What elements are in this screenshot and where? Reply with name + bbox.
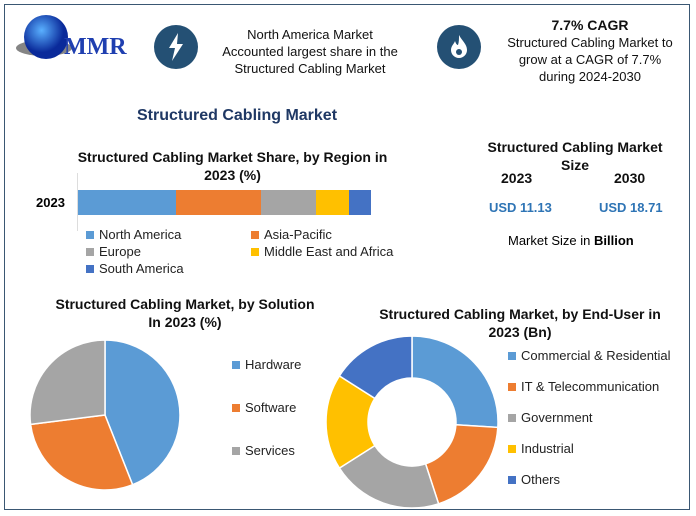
legend-label: Hardware (245, 357, 302, 372)
region-chart-title: Structured Cabling Market Share, by Regi… (70, 148, 395, 184)
legend-label: Asia-Pacific (264, 227, 332, 242)
bar-segment-south-america (349, 190, 371, 215)
legend-swatch (86, 264, 94, 273)
title-line: Structured Cabling Market, by Solution (55, 296, 315, 312)
legend-item-industrial: Industrial (508, 441, 671, 456)
legend-swatch (251, 247, 259, 256)
region-legend: North America Asia-Pacific Europe Middle Ea… (86, 227, 406, 276)
legend-item-others: Others (508, 472, 671, 487)
slice-commercial-residential (411, 335, 499, 429)
year-2030: 2030 (614, 170, 646, 186)
legend-label: IT & Telecommunication (521, 379, 660, 394)
slice-hardware (104, 339, 181, 486)
title-line: Structured Cabling Market, by End-User i… (379, 306, 661, 322)
slice-others (338, 335, 413, 400)
note-unit: Billion (593, 233, 634, 248)
slice-services (29, 339, 106, 426)
legend-label: Services (245, 443, 295, 458)
header-box-north-america: North America Market Accounted largest s… (210, 26, 410, 77)
legend-item-hardware: Hardware (232, 357, 301, 372)
legend-item-commercial-residential: Commercial & Residential (508, 348, 671, 363)
flame-icon (437, 25, 481, 69)
bar-segment-asia-pacific (176, 190, 262, 215)
bar-segment-north-america (78, 190, 177, 215)
legend-label: Government (521, 410, 593, 425)
text-line: Structured Cabling Market (234, 61, 386, 76)
legend-swatch (86, 230, 94, 239)
text-line: Structured Cabling Market to (507, 35, 673, 50)
frame (4, 4, 690, 510)
title-line: Size (560, 157, 589, 173)
title-line: 2023 (Bn) (488, 324, 552, 340)
legend-swatch (508, 351, 516, 360)
globe-icon (16, 15, 72, 59)
text-line: Accounted largest share in the (222, 44, 398, 59)
legend-swatch (86, 247, 94, 256)
text-line: grow at a CAGR of 7.7% (518, 52, 662, 67)
size-note: Market Size in Billion (508, 233, 634, 248)
legend-swatch (232, 446, 240, 455)
size-value-2030: USD 18.71 (599, 200, 663, 215)
legend-item-north-america: North America (86, 227, 251, 242)
size-value-2023: USD 11.13 (489, 200, 552, 215)
legend-swatch (232, 360, 240, 369)
cagr-title: 7.7% CAGR (551, 17, 629, 33)
legend-item-asia-pacific: Asia-Pacific (251, 227, 411, 242)
enduser-legend: Commercial & Residential IT & Telecommuni… (508, 348, 671, 503)
mmr-logo: MMR (14, 10, 127, 68)
slice-it-telecommunication (424, 423, 499, 505)
legend-label: South America (99, 261, 184, 276)
bar-segment-middle-east-and-africa (316, 190, 349, 215)
stacked-bar (78, 190, 371, 215)
legend-swatch (508, 413, 516, 422)
bar-category-label: 2023 (36, 195, 65, 210)
title-line: 2023 (%) (204, 167, 261, 183)
axis-line (77, 173, 78, 231)
enduser-donut (325, 335, 499, 509)
year-2023: 2023 (501, 170, 533, 186)
solution-pie (29, 339, 181, 491)
title-line: Structured Cabling Market Share, by Regi… (77, 149, 388, 165)
title-line: In 2023 (%) (148, 314, 222, 330)
legend-label: Middle East and Africa (264, 244, 394, 259)
size-title: Structured Cabling Market Size (480, 138, 670, 174)
legend-swatch (508, 475, 516, 484)
text-line: during 2024-2030 (539, 69, 641, 84)
solution-chart-title: Structured Cabling Market, by Solution I… (40, 295, 330, 331)
header-box-cagr: 7.7% CAGR Structured Cabling Market to g… (500, 17, 680, 85)
solution-legend: Hardware Software Services (232, 357, 301, 486)
legend-swatch (508, 444, 516, 453)
legend-item-government: Government (508, 410, 671, 425)
bar-segment-europe (261, 190, 317, 215)
legend-swatch (251, 230, 259, 239)
lightning-icon (154, 25, 198, 69)
enduser-chart-title: Structured Cabling Market, by End-User i… (370, 305, 670, 341)
legend-item-europe: Europe (86, 244, 251, 259)
legend-label: Others (521, 472, 561, 487)
main-title: Structured Cabling Market (137, 107, 338, 124)
legend-label: Europe (99, 244, 141, 259)
legend-swatch (232, 403, 240, 412)
text-line: North America Market (247, 27, 373, 42)
legend-label: Industrial (521, 441, 574, 456)
title-line: Structured Cabling Market (487, 139, 663, 155)
legend-item-services: Services (232, 443, 301, 458)
legend-label: Software (245, 400, 297, 415)
legend-item-it-telecommunication: IT & Telecommunication (508, 379, 671, 394)
legend-item-middle-east-and-africa: Middle East and Africa (251, 244, 411, 259)
legend-swatch (508, 382, 516, 391)
slice-software (29, 414, 134, 491)
legend-label: Commercial & Residential (521, 348, 671, 363)
note-text: Market Size in (508, 233, 594, 248)
legend-item-software: Software (232, 400, 301, 415)
legend-label: North America (99, 227, 182, 242)
legend-item-south-america: South America (86, 261, 251, 276)
logo-text: MMR (64, 34, 127, 60)
